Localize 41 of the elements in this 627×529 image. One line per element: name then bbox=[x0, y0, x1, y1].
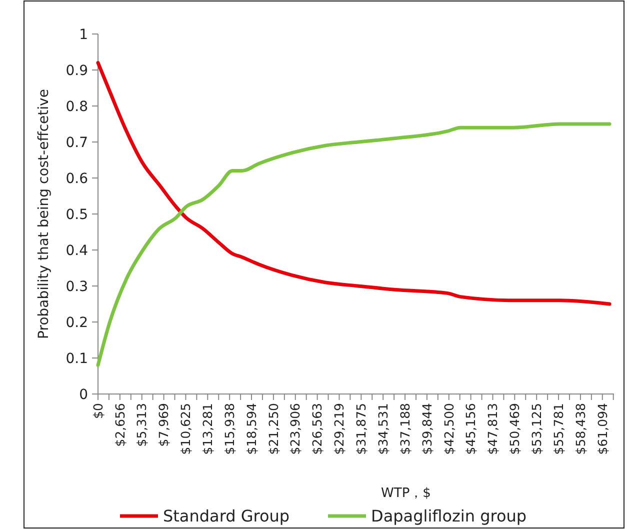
x-tick-label: $18,594 bbox=[244, 402, 259, 455]
x-tick-label: $10,625 bbox=[178, 403, 194, 455]
x-tick-label: $58,438 bbox=[572, 402, 588, 455]
legend-label: Standard Group bbox=[163, 506, 290, 526]
y-tick-label: 0.1 bbox=[66, 350, 88, 367]
legend-label: Dapagliflozin group bbox=[371, 506, 527, 526]
y-tick-label: 0.2 bbox=[66, 314, 88, 331]
x-tick-label: $13,281 bbox=[200, 403, 216, 455]
y-tick-label: 0.5 bbox=[66, 206, 88, 223]
x-tick-label: $34,531 bbox=[375, 403, 390, 455]
x-tick-label: $29,219 bbox=[332, 402, 347, 455]
y-tick-label: 0.9 bbox=[66, 62, 88, 79]
x-tick-label: $5,313 bbox=[134, 403, 150, 447]
x-tick-label: $45,156 bbox=[463, 402, 478, 455]
x-axis-title: WTP，$ bbox=[381, 486, 431, 501]
line-series bbox=[96, 122, 612, 367]
y-tick-label: 1 bbox=[79, 26, 88, 43]
x-tick-label: $39,844 bbox=[419, 402, 434, 455]
x-tick-label: $50,469 bbox=[507, 402, 522, 455]
x-tick-label: $55,781 bbox=[550, 403, 566, 455]
x-tick-label: $42,500 bbox=[441, 402, 456, 455]
x-tick-label: $26,563 bbox=[310, 403, 325, 455]
x-tick-label: $47,813 bbox=[485, 403, 500, 455]
x-tick-label: $37,188 bbox=[397, 402, 412, 455]
y-tick-label: 0.6 bbox=[66, 170, 88, 187]
x-tick-label: $53,125 bbox=[528, 403, 544, 455]
y-tick-label: 0.3 bbox=[66, 278, 88, 295]
y-tick-label: 0.4 bbox=[66, 242, 88, 259]
x-tick-label: $61,094 bbox=[594, 402, 610, 455]
x-tick-label: $0 bbox=[90, 402, 106, 419]
x-tick-label: $23,906 bbox=[288, 402, 303, 455]
x-tick-label: $7,969 bbox=[156, 402, 172, 447]
x-tick-label: $31,875 bbox=[354, 403, 369, 455]
line-series bbox=[96, 61, 612, 306]
x-tick-label: $21,250 bbox=[266, 402, 281, 455]
y-tick-label: 0.7 bbox=[66, 134, 88, 151]
y-tick-label: 0.8 bbox=[66, 98, 88, 115]
x-tick-label: $15,938 bbox=[222, 402, 237, 455]
x-tick-label: $2,656 bbox=[112, 402, 128, 447]
y-tick-label: 0 bbox=[79, 386, 88, 403]
y-axis-title: Probability that being cost-effcetive bbox=[36, 89, 52, 339]
